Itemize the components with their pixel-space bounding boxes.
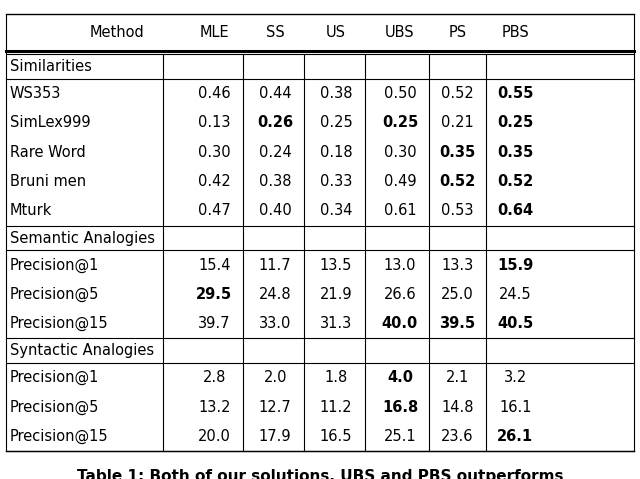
Text: 0.52: 0.52 <box>497 174 533 189</box>
Text: 4.0: 4.0 <box>387 370 413 386</box>
Text: PS: PS <box>449 24 467 40</box>
Text: 12.7: 12.7 <box>259 399 292 415</box>
Text: 0.35: 0.35 <box>497 145 533 160</box>
Text: Similarities: Similarities <box>10 59 92 74</box>
Text: 0.33: 0.33 <box>320 174 352 189</box>
Text: 2.1: 2.1 <box>446 370 469 386</box>
Text: 0.46: 0.46 <box>198 86 230 101</box>
Text: 13.0: 13.0 <box>384 258 416 273</box>
Text: 2.8: 2.8 <box>203 370 226 386</box>
Text: 26.1: 26.1 <box>497 429 533 444</box>
Text: 0.52: 0.52 <box>440 174 476 189</box>
Text: 0.30: 0.30 <box>384 145 416 160</box>
Text: 26.6: 26.6 <box>384 287 416 302</box>
Text: 0.26: 0.26 <box>257 115 293 130</box>
Text: 0.50: 0.50 <box>383 86 417 101</box>
Text: 39.7: 39.7 <box>198 316 230 331</box>
Text: 0.38: 0.38 <box>259 174 291 189</box>
Text: 16.1: 16.1 <box>499 399 531 415</box>
Text: 2.0: 2.0 <box>264 370 287 386</box>
Text: Method: Method <box>90 24 145 40</box>
Text: 13.3: 13.3 <box>442 258 474 273</box>
Text: Mturk: Mturk <box>10 204 52 218</box>
Text: 0.18: 0.18 <box>320 145 352 160</box>
Text: 0.53: 0.53 <box>442 204 474 218</box>
Text: PBS: PBS <box>501 24 529 40</box>
Text: 16.5: 16.5 <box>320 429 352 444</box>
Text: 0.44: 0.44 <box>259 86 291 101</box>
Text: Precision@1: Precision@1 <box>10 370 99 386</box>
Text: 23.6: 23.6 <box>442 429 474 444</box>
Text: 33.0: 33.0 <box>259 316 291 331</box>
Text: 3.2: 3.2 <box>504 370 527 386</box>
Text: 11.2: 11.2 <box>320 399 352 415</box>
Text: 0.55: 0.55 <box>497 86 533 101</box>
Text: WS353: WS353 <box>10 86 61 101</box>
Text: Rare Word: Rare Word <box>10 145 85 160</box>
Text: 24.5: 24.5 <box>499 287 531 302</box>
Text: 29.5: 29.5 <box>196 287 232 302</box>
Text: 0.30: 0.30 <box>198 145 230 160</box>
Text: UBS: UBS <box>385 24 415 40</box>
Text: Precision@1: Precision@1 <box>10 258 99 273</box>
Text: 20.0: 20.0 <box>198 429 231 444</box>
Text: 24.8: 24.8 <box>259 287 291 302</box>
Text: 0.35: 0.35 <box>440 145 476 160</box>
Text: Syntactic Analogies: Syntactic Analogies <box>10 343 154 358</box>
Text: Precision@5: Precision@5 <box>10 287 99 302</box>
Text: 0.25: 0.25 <box>497 115 533 130</box>
Text: 40.5: 40.5 <box>497 316 533 331</box>
Text: 21.9: 21.9 <box>320 287 352 302</box>
Text: SS: SS <box>266 24 285 40</box>
Text: 15.9: 15.9 <box>497 258 533 273</box>
Text: 39.5: 39.5 <box>440 316 476 331</box>
Text: Semantic Analogies: Semantic Analogies <box>10 230 155 246</box>
Text: 25.0: 25.0 <box>441 287 474 302</box>
Text: 0.34: 0.34 <box>320 204 352 218</box>
Text: 13.2: 13.2 <box>198 399 230 415</box>
Text: 0.21: 0.21 <box>441 115 474 130</box>
Text: Table 1: Both of our solutions, UBS and PBS outperforms: Table 1: Both of our solutions, UBS and … <box>77 468 563 479</box>
Text: Precision@15: Precision@15 <box>10 429 108 444</box>
Text: 40.0: 40.0 <box>382 316 418 331</box>
Text: 13.5: 13.5 <box>320 258 352 273</box>
Text: 0.40: 0.40 <box>259 204 292 218</box>
Text: 17.9: 17.9 <box>259 429 291 444</box>
Text: 0.25: 0.25 <box>382 115 418 130</box>
Text: Bruni men: Bruni men <box>10 174 86 189</box>
Text: 0.38: 0.38 <box>320 86 352 101</box>
Text: 0.25: 0.25 <box>319 115 353 130</box>
Text: 31.3: 31.3 <box>320 316 352 331</box>
Text: 0.64: 0.64 <box>497 204 533 218</box>
Text: 25.1: 25.1 <box>384 429 416 444</box>
Text: 0.52: 0.52 <box>441 86 474 101</box>
Text: 0.13: 0.13 <box>198 115 230 130</box>
Text: 16.8: 16.8 <box>382 399 418 415</box>
Text: 0.61: 0.61 <box>384 204 416 218</box>
Text: 14.8: 14.8 <box>442 399 474 415</box>
Text: 11.7: 11.7 <box>259 258 291 273</box>
Text: Precision@15: Precision@15 <box>10 316 108 331</box>
Text: 0.49: 0.49 <box>384 174 416 189</box>
Text: 1.8: 1.8 <box>324 370 348 386</box>
Text: 15.4: 15.4 <box>198 258 230 273</box>
Text: 0.24: 0.24 <box>259 145 292 160</box>
Text: US: US <box>326 24 346 40</box>
Text: MLE: MLE <box>200 24 229 40</box>
Text: 0.47: 0.47 <box>198 204 231 218</box>
Text: Precision@5: Precision@5 <box>10 399 99 415</box>
Text: SimLex999: SimLex999 <box>10 115 90 130</box>
Text: 0.42: 0.42 <box>198 174 231 189</box>
